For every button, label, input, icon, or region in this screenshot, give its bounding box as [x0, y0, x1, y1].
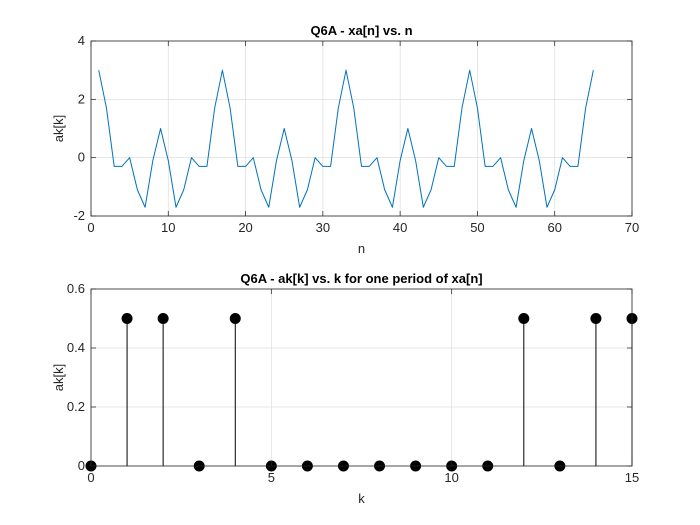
bottom-tick-labels: 0 5 10 15 0 0.2 0.4 0.6 — [67, 281, 639, 485]
top-x-tick-label: 60 — [547, 220, 561, 235]
bottom-axes: 0 5 10 15 0 0.2 0.4 0.6 Q6A - ak[k] vs. k for o… — [51, 271, 639, 506]
top-axes-frame — [90, 40, 633, 217]
bottom-stem-marker — [157, 313, 169, 324]
bottom-x-tick-label: 5 — [268, 470, 275, 485]
top-x-tick-label: 40 — [393, 220, 407, 235]
top-y-tick-label: 0 — [78, 150, 85, 165]
top-x-tick-label: 20 — [238, 220, 252, 235]
top-x-tick-label: 30 — [316, 220, 330, 235]
bottom-y-tick-label: 0 — [78, 458, 85, 473]
top-x-tick-label: 0 — [87, 220, 94, 235]
top-x-tick-label: 10 — [161, 220, 175, 235]
bottom-stem-marker — [518, 313, 530, 324]
top-axes-background — [90, 40, 633, 217]
bottom-stem-marker — [590, 313, 602, 324]
bottom-stem-marker — [121, 313, 133, 324]
top-x-tick-label: 70 — [625, 220, 639, 235]
bottom-y-tick-label: 0.4 — [67, 340, 85, 355]
top-y-axis-label: ak[k] — [51, 115, 66, 142]
top-x-axis-label: n — [358, 241, 365, 256]
bottom-y-axis-label: ak[k] — [51, 364, 66, 391]
bottom-y-tick-label: 0.6 — [67, 281, 85, 296]
bottom-chart-title: Q6A - ak[k] vs. k for one period of xa[n… — [240, 271, 482, 286]
top-plot-area — [98, 69, 594, 208]
top-y-tick-label: -2 — [73, 208, 85, 223]
bottom-axes-frame — [90, 288, 633, 467]
top-y-tick-label: 2 — [78, 91, 85, 106]
top-y-tick-label: 4 — [78, 33, 85, 48]
bottom-x-tick-label: 15 — [625, 470, 639, 485]
top-chart-title: Q6A - xa[n] vs. n — [310, 23, 412, 38]
bottom-x-axis-label: k — [358, 491, 365, 506]
bottom-x-tick-label: 10 — [444, 470, 458, 485]
bottom-y-tick-label: 0.2 — [67, 399, 85, 414]
bottom-stem-marker — [229, 313, 241, 324]
bottom-axes-background — [90, 288, 633, 467]
top-series-line — [98, 69, 594, 208]
top-x-tick-label: 50 — [470, 220, 484, 235]
bottom-x-tick-label: 0 — [87, 470, 94, 485]
